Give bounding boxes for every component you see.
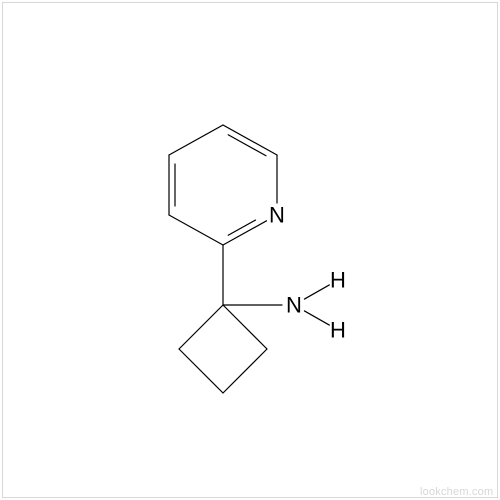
atom-label-n: N [286,293,302,318]
bond [169,125,223,155]
bond [223,221,267,245]
atom-label-n: N [269,203,285,228]
image-border [3,3,498,498]
bond [179,349,223,393]
bond [179,305,223,349]
bond [304,285,329,299]
watermark-text: lookchem.com [420,486,493,498]
bond [223,305,267,349]
bond-inner [228,220,255,235]
atom-label-h: H [330,318,346,343]
bond [304,311,329,325]
bond [223,125,277,155]
bond [169,215,223,245]
bond [223,349,267,393]
atom-label-h: H [330,268,346,293]
